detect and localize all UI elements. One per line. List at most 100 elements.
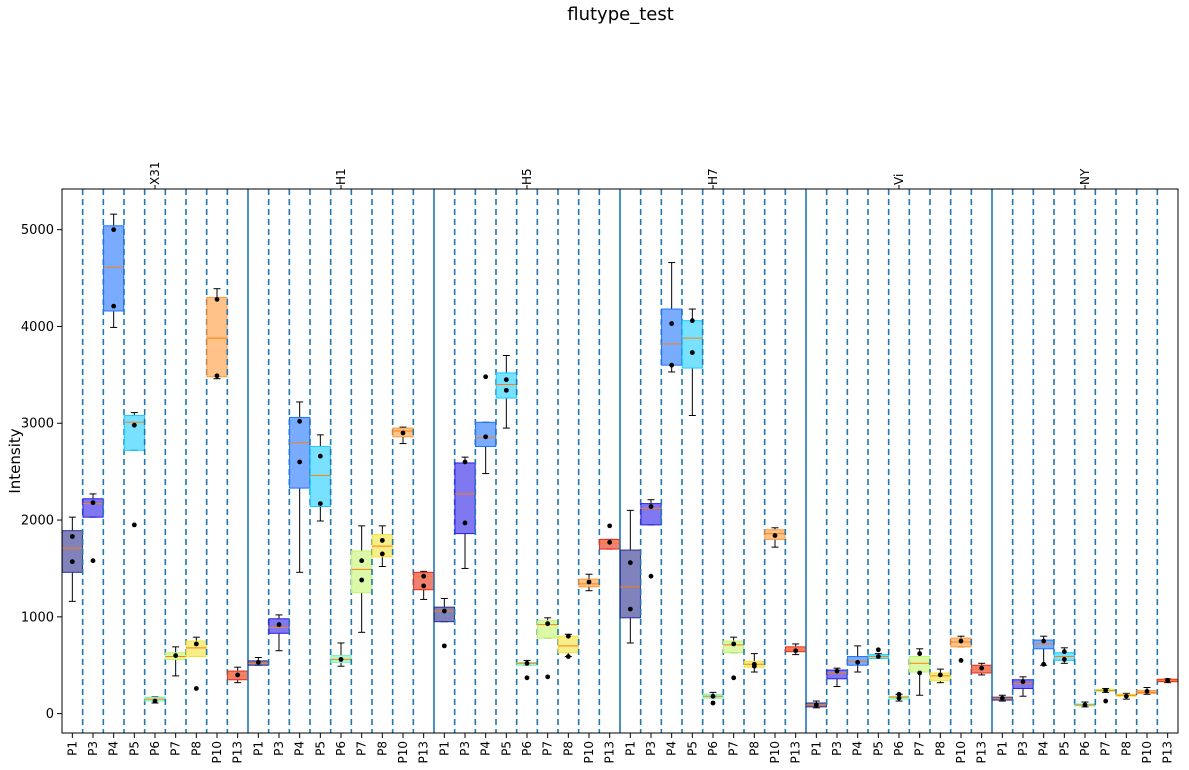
data-point — [813, 702, 819, 708]
data-point — [999, 695, 1005, 701]
box-X31-P13 — [227, 666, 249, 684]
data-point — [1041, 661, 1047, 667]
box-body — [103, 225, 125, 312]
box-Vi-P5 — [867, 647, 889, 659]
group-label-H1: H1 — [334, 168, 348, 185]
box-H1-P8 — [371, 525, 393, 568]
data-point — [875, 647, 881, 653]
data-point — [421, 583, 427, 589]
x-tick-label: P5 — [1057, 741, 1071, 756]
data-point — [1020, 679, 1026, 685]
box-H1-P3 — [268, 614, 290, 652]
x-tick-label: P5 — [871, 741, 885, 756]
x-tick-label: P6 — [148, 741, 162, 756]
x-tick-label: P8 — [747, 741, 761, 756]
x-tick-label: P6 — [706, 741, 720, 756]
box-H5-P3 — [454, 456, 476, 569]
data-point — [545, 674, 551, 680]
y-tick-label: 3000 — [21, 417, 54, 432]
x-tick-label: P6 — [892, 741, 906, 756]
x-tick-label: P13 — [603, 741, 617, 764]
x-tick-label: P10 — [582, 741, 596, 764]
box-H5-P4 — [475, 374, 497, 475]
box-H1-P4 — [289, 401, 311, 573]
data-point — [379, 537, 385, 543]
x-tick-label: P5 — [313, 741, 327, 756]
data-point — [793, 648, 799, 654]
y-axis-label: Intensity — [6, 428, 24, 493]
x-tick-label: P5 — [127, 741, 141, 756]
x-tick-label: P8 — [189, 741, 203, 756]
box-H7-P7 — [723, 636, 745, 681]
box-Vi-P10 — [950, 635, 972, 663]
box-body — [289, 416, 311, 489]
data-point — [524, 660, 530, 666]
data-point — [855, 659, 861, 665]
data-point — [731, 675, 737, 681]
x-tick-label: P4 — [665, 741, 679, 756]
x-tick-label: P3 — [644, 741, 658, 756]
data-point — [441, 643, 447, 649]
box-H7-P3 — [640, 499, 662, 579]
data-point — [297, 459, 303, 465]
x-tick-label: P13 — [975, 741, 989, 764]
x-tick-label: P6 — [1078, 741, 1092, 756]
box-Vi-P13 — [971, 662, 993, 676]
x-tick-label: P10 — [768, 741, 782, 764]
data-point — [111, 227, 117, 233]
box-H7-P6 — [702, 691, 724, 706]
box-H5-P7 — [537, 617, 559, 680]
data-point — [937, 672, 943, 678]
x-tick-label: P4 — [479, 741, 493, 756]
box-body — [909, 656, 931, 673]
data-point — [131, 422, 137, 428]
data-point — [338, 657, 344, 662]
data-point — [503, 377, 509, 383]
box-H1-P10 — [392, 426, 414, 445]
box-H7-P5 — [681, 308, 703, 417]
box-body — [123, 415, 145, 451]
data-point — [751, 663, 757, 669]
group-label-H5: H5 — [520, 168, 534, 185]
data-point — [710, 700, 716, 706]
x-tick-label: P1 — [809, 741, 823, 756]
plot-border — [61, 188, 1179, 734]
x-tick-label: P7 — [913, 741, 927, 756]
box-X31-P8 — [185, 636, 207, 691]
data-point — [875, 654, 881, 659]
data-point — [1061, 649, 1067, 655]
box-body — [351, 550, 373, 594]
y-tick-label: 0 — [46, 707, 54, 722]
x-tick-label: P6 — [334, 741, 348, 756]
x-tick-label: P7 — [1099, 741, 1113, 756]
group-label-X31: X31 — [148, 162, 162, 186]
x-tick-label: P5 — [685, 741, 699, 756]
x-tick-label: P13 — [417, 741, 431, 764]
x-tick-label: P10 — [396, 741, 410, 764]
x-tick-label: P4 — [1037, 741, 1051, 756]
x-tick-label: P3 — [1016, 741, 1030, 756]
data-point — [193, 641, 199, 647]
box-Vi-P3 — [826, 667, 848, 688]
x-tick-label: P1 — [251, 741, 265, 756]
x-tick-label: P13 — [789, 741, 803, 764]
data-point — [193, 686, 199, 691]
data-point — [152, 698, 158, 704]
data-point — [565, 633, 571, 639]
data-point — [586, 579, 592, 585]
chart-title: flutype_test — [567, 4, 674, 25]
data-point — [1144, 688, 1150, 694]
group-label-H7: H7 — [706, 168, 720, 185]
data-point — [503, 387, 509, 393]
data-point — [710, 693, 716, 699]
data-point — [731, 641, 737, 647]
box-H7-P8 — [743, 653, 765, 673]
data-point — [111, 303, 117, 309]
box-H7-P4 — [661, 262, 683, 373]
box-body — [557, 635, 579, 654]
group-label-NY: NY — [1078, 168, 1092, 185]
x-tick-label: P5 — [499, 741, 513, 756]
box-H7-P10 — [764, 527, 786, 548]
group-label-Vi: Vi — [892, 174, 906, 185]
